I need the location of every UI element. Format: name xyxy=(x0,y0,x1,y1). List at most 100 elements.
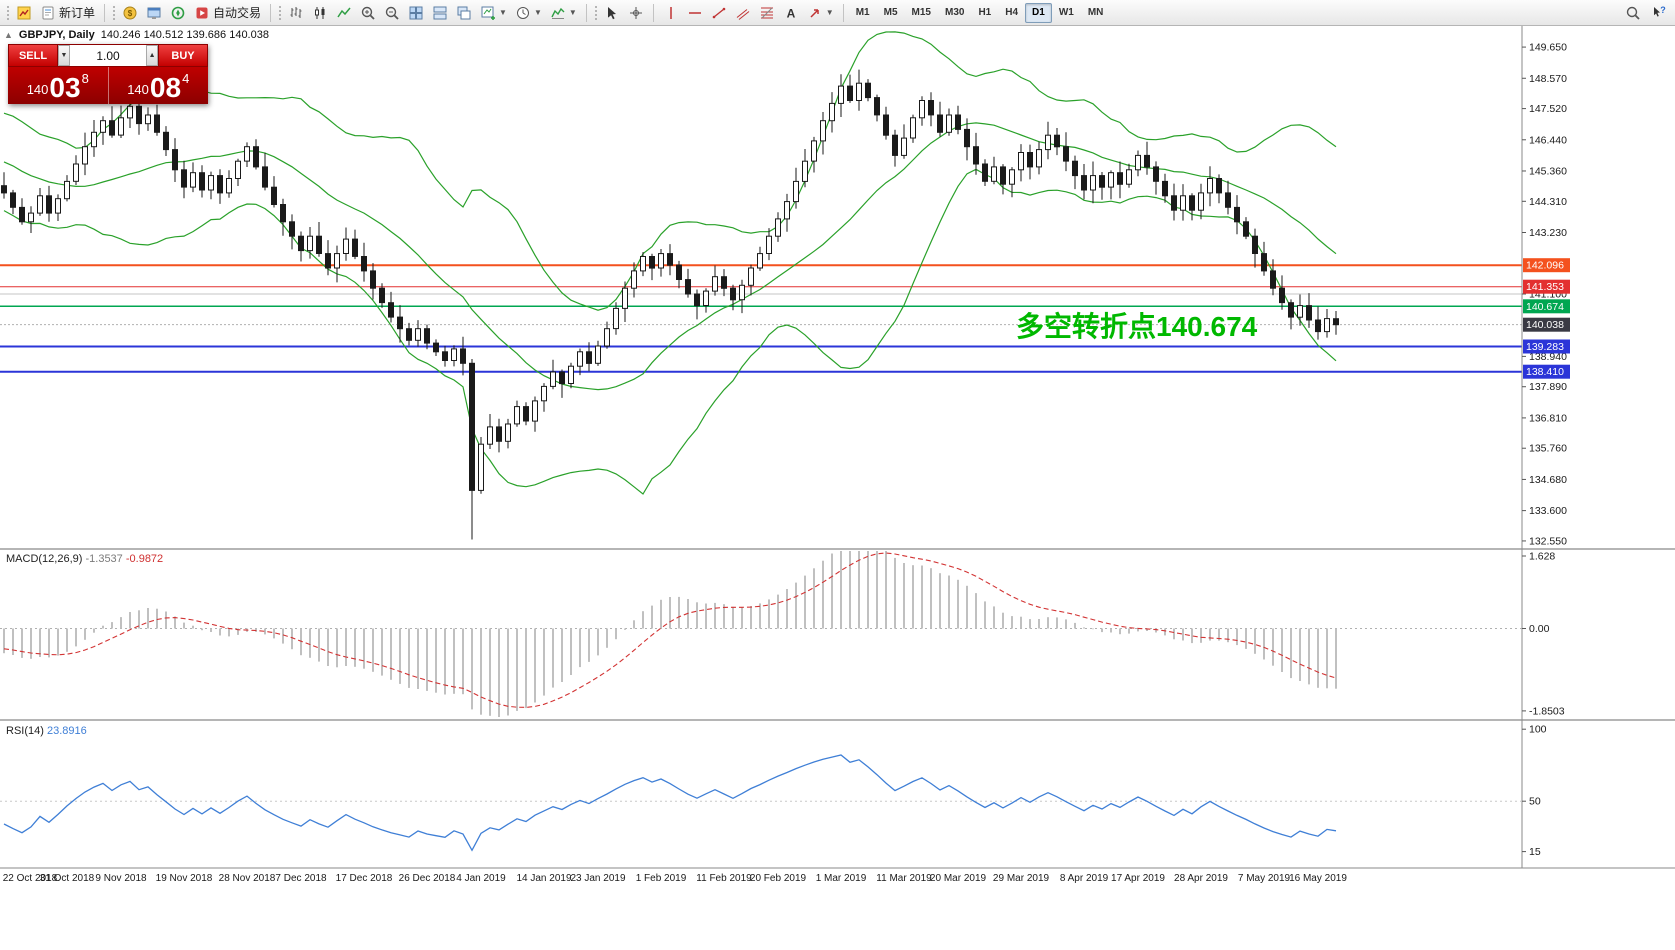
trendline-button[interactable] xyxy=(707,2,731,24)
one-click-trading-panel: SELL ▼ ▲ BUY 140 03 8 140 08 4 xyxy=(8,44,208,104)
volume-input[interactable] xyxy=(69,45,147,66)
dropdown-arrow-icon[interactable]: ▼ xyxy=(499,8,507,17)
toolbar-drag-handle[interactable] xyxy=(112,4,117,21)
toolbar-group-2: ▼ ▼ ▼ xyxy=(284,0,581,25)
horizontal-line-button[interactable] xyxy=(683,2,707,24)
zoom-in-button[interactable] xyxy=(356,2,380,24)
bollinger-middle-band xyxy=(3,122,1337,391)
indicators-button[interactable]: ▼ xyxy=(546,2,581,24)
equidistant-channel-button[interactable] xyxy=(731,2,755,24)
sell-price-display[interactable]: 140 03 8 xyxy=(8,67,108,104)
macd-pane-separator[interactable] xyxy=(0,548,1675,550)
rsi-indicator-label: RSI(14) 23.8916 xyxy=(6,725,87,737)
macd-axis-tick: 1.628 xyxy=(1529,551,1555,563)
buy-price-big: 08 xyxy=(149,72,182,104)
price-badge-141.353[interactable]: 141.353 xyxy=(1523,279,1570,294)
price-badge-138.410[interactable]: 138.410 xyxy=(1523,364,1570,379)
macd-name: MACD(12,26,9) xyxy=(6,553,83,565)
text-label-button[interactable]: A xyxy=(779,2,803,24)
timeframe-mn-button[interactable]: MN xyxy=(1081,3,1111,23)
order-controls-row: SELL ▼ ▲ BUY xyxy=(8,44,208,67)
price-badge-139.283[interactable]: 139.283 xyxy=(1523,339,1570,354)
cursor-button[interactable] xyxy=(600,2,624,24)
date-axis-label: 17 Apr 2019 xyxy=(1111,873,1165,884)
main-toolbar: 新订单 $ 自动交易 ▼ ▼ ▼ A ▼ M1 M5 M15 M30 H1 H4 D1 W1 MN? xyxy=(0,0,1675,26)
chart-symbol-header: ▲ GBPJPY, Daily 140.246 140.512 139.686 … xyxy=(4,29,269,41)
timeframe-m15-button[interactable]: M15 xyxy=(905,3,938,23)
data-window-button[interactable] xyxy=(142,2,166,24)
price-axis-tick: 146.440 xyxy=(1529,134,1567,146)
one-click-collapse-icon[interactable]: ▲ xyxy=(4,30,13,40)
dropdown-arrow-icon[interactable]: ▼ xyxy=(533,8,542,17)
cascade-windows-button[interactable] xyxy=(452,2,476,24)
timeframe-toolbar: M1 M5 M15 M30 H1 H4 D1 W1 MN xyxy=(849,0,1111,25)
search-icon xyxy=(1625,5,1641,21)
toolbar-drag-handle[interactable] xyxy=(6,4,10,21)
tile-windows-button[interactable] xyxy=(404,2,428,24)
crosshair-button[interactable] xyxy=(624,2,648,24)
date-axis-label: 29 Mar 2019 xyxy=(993,873,1050,884)
price-badge-140.674[interactable]: 140.674 xyxy=(1523,299,1570,314)
bid-price-badge[interactable]: 140.038 xyxy=(1523,317,1570,332)
rsi-pane-separator[interactable] xyxy=(0,719,1675,721)
timeframe-d1-button[interactable]: D1 xyxy=(1025,2,1052,23)
price-divider xyxy=(107,67,109,104)
sell-button[interactable]: SELL xyxy=(8,44,58,67)
volume-increase-button[interactable]: ▲ xyxy=(146,45,158,66)
dropdown-arrow-icon[interactable]: ▼ xyxy=(568,8,577,17)
zoom-out-button[interactable] xyxy=(380,2,404,24)
buy-price-sup: 4 xyxy=(182,71,190,86)
vertical-line-button[interactable] xyxy=(659,2,683,24)
macd-axis-tick: 0.00 xyxy=(1529,623,1550,635)
bar-chart-icon xyxy=(288,5,304,21)
toolbar-drag-handle[interactable] xyxy=(278,4,283,21)
new-chart-button[interactable]: ▼ xyxy=(476,2,511,24)
bar-chart-button[interactable] xyxy=(284,2,308,24)
line-chart-button[interactable] xyxy=(332,2,356,24)
volume-decrease-button[interactable]: ▼ xyxy=(58,45,70,66)
market-watch-button[interactable]: $ xyxy=(118,2,142,24)
app-button[interactable] xyxy=(12,2,36,24)
buy-price-display[interactable]: 140 08 4 xyxy=(109,67,209,104)
macd-histogram xyxy=(3,551,1337,717)
timeframe-h1-button[interactable]: H1 xyxy=(971,3,998,23)
timeframe-h4-button[interactable]: H4 xyxy=(998,3,1025,23)
price-axis-tick: 145.360 xyxy=(1529,165,1567,177)
channel-icon xyxy=(735,5,751,21)
svg-text:138.410: 138.410 xyxy=(1526,366,1564,378)
fibonacci-button[interactable] xyxy=(755,2,779,24)
volume-control: ▼ ▲ xyxy=(58,44,158,67)
rsi-axis-tick: 15 xyxy=(1529,846,1541,858)
candlestick-chart-button[interactable] xyxy=(308,2,332,24)
help-cursor-button[interactable]: ? xyxy=(1647,2,1671,24)
buy-button[interactable]: BUY xyxy=(158,44,208,67)
timeframe-m30-button[interactable]: M30 xyxy=(938,3,971,23)
indicators-icon xyxy=(550,5,566,21)
new-order-button[interactable]: 新订单 xyxy=(36,2,99,24)
navigator-button[interactable] xyxy=(166,2,190,24)
arrows-button[interactable]: ▼ xyxy=(803,2,838,24)
arrange-windows-button[interactable] xyxy=(428,2,452,24)
toolbar-drag-handle[interactable] xyxy=(593,4,598,21)
date-axis-label: 14 Jan 2019 xyxy=(516,873,571,884)
search-button[interactable] xyxy=(1621,2,1645,24)
rsi-value: 23.8916 xyxy=(46,725,87,737)
toolbar-separator xyxy=(104,3,106,22)
timeframe-m1-button[interactable]: M1 xyxy=(849,3,877,23)
svg-text:140.674: 140.674 xyxy=(1526,301,1564,313)
price-axis-tick: 133.600 xyxy=(1529,505,1567,517)
periods-button[interactable]: ▼ xyxy=(511,2,546,24)
price-axis-tick: 134.680 xyxy=(1529,474,1567,486)
price-axis-tick: 137.890 xyxy=(1529,381,1567,393)
price-axis-tick: 147.520 xyxy=(1529,103,1567,115)
rsi-line xyxy=(3,754,1337,852)
dropdown-arrow-icon[interactable]: ▼ xyxy=(825,8,834,17)
timeframe-w1-button[interactable]: W1 xyxy=(1052,3,1081,23)
price-badge-142.096[interactable]: 142.096 xyxy=(1523,258,1570,273)
price-axis-tick: 132.550 xyxy=(1529,535,1567,547)
bollinger-lower-band xyxy=(3,168,1337,495)
autotrading-button[interactable]: 自动交易 xyxy=(190,2,265,24)
timeframe-m5-button[interactable]: M5 xyxy=(877,3,905,23)
crosshair-icon xyxy=(628,5,644,21)
